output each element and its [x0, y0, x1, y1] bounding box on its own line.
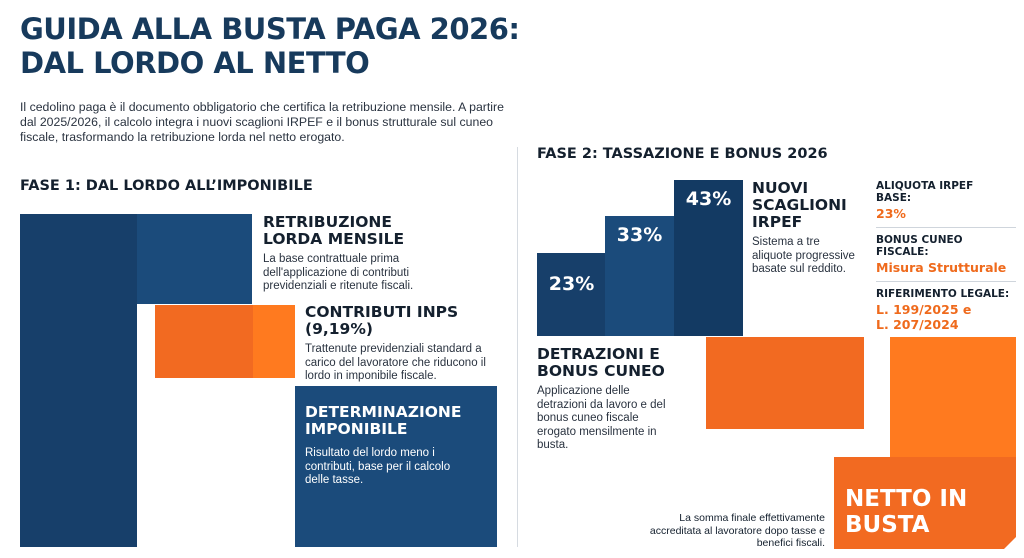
irpef-brackets-desc: Sistema a tre aliquote progressive basat…	[752, 236, 855, 275]
info-bonus-label: BONUS CUNEO FISCALE:	[876, 234, 963, 258]
step-gross-salary-title: RETRIBUZIONE LORDA MENSILE	[263, 213, 405, 248]
step-taxable-income: DETERMINAZIONE IMPONIBILE Risultato del …	[305, 404, 485, 488]
info-legal-label: RIFERIMENTO LEGALE:	[876, 288, 1010, 300]
intro-paragraph: Il cedolino paga è il documento obbligat…	[20, 100, 504, 144]
info-panel: ALIQUOTA IRPEF BASE: 23% BONUS CUNEO FIS…	[876, 180, 1016, 332]
net-pay-title: NETTO IN BUSTA	[845, 486, 968, 538]
irpef-bracket-label: 43%	[685, 188, 732, 210]
net-pay-block	[834, 457, 1016, 549]
info-separator	[876, 281, 1016, 282]
info-legal-value: L. 199/2025 e L. 207/2024	[876, 302, 972, 332]
step-gross-salary-text: La base contrattuale prima dell'applicaz…	[263, 253, 414, 292]
irpef-brackets-chart: 23% 33% 43%	[537, 180, 743, 336]
net-orange-upper-block	[890, 337, 1016, 457]
page-title-line-2: DAL LORDO AL NETTO	[20, 46, 370, 80]
step-inps-text: Trattenute previdenziali standard a cari…	[305, 343, 486, 382]
deductions-desc: Applicazione delle detrazioni da lavoro …	[537, 385, 666, 451]
irpef-bracket-bar: 23%	[537, 253, 606, 336]
step-taxable-text: Risultato del lordo meno i contributi, b…	[305, 447, 451, 486]
phase1-result-block	[295, 386, 497, 547]
info-irpef-value: 23%	[876, 206, 906, 221]
phase1-orange-block	[155, 305, 253, 378]
step-inps-contributions: CONTRIBUTI INPS (9,19%) Trattenute previ…	[305, 304, 510, 384]
irpef-bracket-label: 33%	[616, 224, 663, 246]
net-pay-note: La somma finale effettivamente accredita…	[649, 512, 825, 549]
info-irpef-label: ALIQUOTA IRPEF BASE:	[876, 180, 974, 204]
irpef-bracket-label: 23%	[548, 273, 595, 295]
irpef-bracket-bar: 43%	[674, 180, 743, 336]
phase1-navy-bottom-block	[20, 386, 137, 547]
irpef-bracket-bar: 33%	[605, 216, 674, 336]
step-inps-title: CONTRIBUTI INPS (9,19%)	[305, 303, 459, 338]
page-title: GUIDA ALLA BUSTA PAGA 2026: DAL LORDO AL…	[20, 12, 660, 80]
phase1-navy-top-block	[137, 214, 252, 304]
phase2-heading: FASE 2: TASSAZIONE E BONUS 2026	[537, 146, 828, 162]
step-gross-salary: RETRIBUZIONE LORDA MENSILE La base contr…	[263, 214, 508, 294]
info-bonus-value: Misura Strutturale	[876, 260, 1007, 275]
phase1-heading: FASE 1: DAL LORDO ALL’IMPONIBILE	[20, 178, 313, 194]
page-title-line-1: GUIDA ALLA BUSTA PAGA 2026:	[20, 12, 520, 46]
deductions-text: DETRAZIONI E BONUS CUNEO Applicazione de…	[537, 346, 702, 453]
phase1-orange-accent-block	[253, 305, 295, 378]
column-divider	[517, 147, 518, 547]
info-separator	[876, 227, 1016, 228]
deductions-orange-block	[706, 337, 864, 429]
step-taxable-title: DETERMINAZIONE IMPONIBILE	[305, 403, 462, 438]
deductions-title: DETRAZIONI E BONUS CUNEO	[537, 345, 665, 380]
irpef-brackets-text: NUOVI SCAGLIONI IRPEF Sistema a tre aliq…	[752, 180, 860, 277]
irpef-brackets-title: NUOVI SCAGLIONI IRPEF	[752, 179, 847, 231]
